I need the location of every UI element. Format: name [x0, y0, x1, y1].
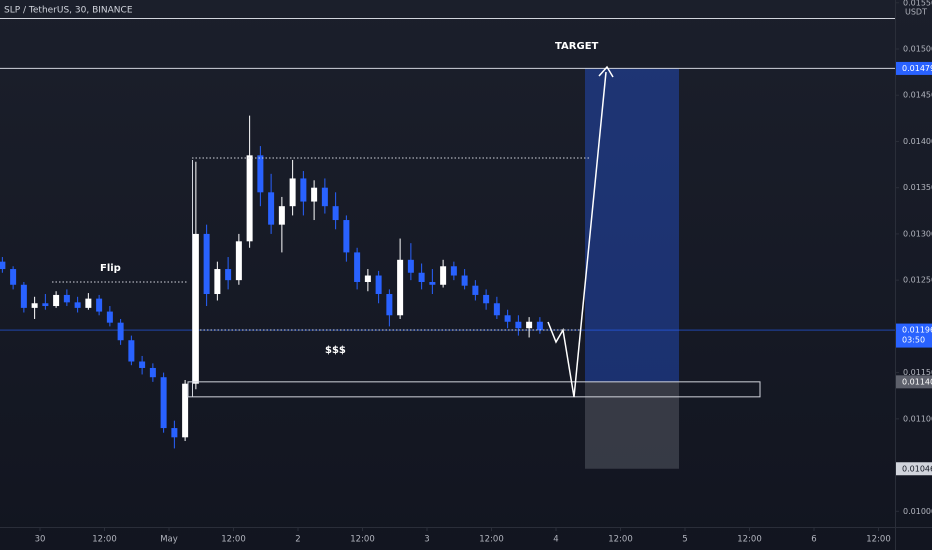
- candle-body: [289, 178, 296, 207]
- x-tick-label: 12:00: [866, 535, 891, 545]
- y-tick-label: 0.01000: [903, 507, 932, 516]
- x-tick-label: 12:00: [608, 535, 633, 545]
- candle-body: [42, 303, 49, 307]
- candle-body: [397, 259, 404, 316]
- candle-body: [483, 294, 490, 304]
- stop-zone: [585, 381, 679, 469]
- x-tick-label: 12:00: [92, 535, 117, 545]
- price-label: 0.01140: [902, 377, 932, 386]
- price-label: 0.01046: [902, 464, 932, 473]
- candle-body: [386, 294, 393, 316]
- candle-body: [450, 266, 457, 276]
- price-label-bg: [896, 375, 932, 389]
- countdown: 03:50: [902, 336, 925, 345]
- candle-body: [128, 340, 135, 362]
- candle-body: [332, 206, 339, 221]
- candle-body: [182, 383, 189, 438]
- candle-body: [364, 275, 371, 282]
- projection-path: [547, 71, 607, 398]
- candle-body: [0, 261, 6, 270]
- candle-body: [106, 311, 113, 323]
- candle-body: [235, 241, 242, 281]
- price-label: 0.01479: [902, 64, 932, 73]
- price-label-bg: [896, 61, 932, 75]
- candle-body: [225, 269, 232, 281]
- candle-body: [74, 302, 81, 308]
- x-tick-label: 4: [553, 535, 558, 545]
- candle-body: [85, 298, 92, 308]
- x-tick-label: 12:00: [350, 535, 375, 545]
- candle-body: [10, 269, 17, 285]
- annotation: TARGET: [555, 41, 599, 52]
- candle-body: [375, 275, 382, 295]
- candle-body: [63, 294, 70, 303]
- annotation: $$$: [325, 345, 346, 356]
- candle-body: [354, 252, 361, 282]
- demand-box: [187, 381, 761, 398]
- candle-body: [203, 233, 210, 295]
- price-label-bg: [896, 323, 932, 348]
- candle-body: [418, 272, 425, 282]
- candle-body: [440, 266, 447, 285]
- candle-body: [257, 155, 264, 193]
- x-tick-label: 2: [295, 535, 300, 545]
- candle-body: [407, 259, 414, 273]
- candle-body: [53, 294, 60, 307]
- candle-body: [493, 303, 500, 316]
- x-tick-label: 5: [682, 535, 687, 545]
- x-tick-label: 3: [424, 535, 429, 545]
- price-label: 0.01196: [902, 326, 932, 335]
- candle-body: [214, 269, 221, 295]
- candle-body: [171, 428, 178, 438]
- candle-body: [278, 206, 285, 225]
- candle-body: [504, 315, 511, 322]
- candle-body: [160, 377, 167, 429]
- candle-body: [20, 284, 27, 308]
- target-zone: [585, 68, 679, 382]
- candle-body: [268, 192, 275, 225]
- annotation: Flip: [100, 263, 121, 274]
- x-tick-label: May: [160, 535, 178, 545]
- candle-body: [117, 322, 124, 341]
- candle-body: [311, 187, 318, 202]
- candle-body: [526, 321, 533, 329]
- price-label-bg: [896, 462, 932, 476]
- arrow-head: [598, 65, 614, 78]
- candle-body: [461, 275, 468, 286]
- candle-body: [31, 303, 38, 308]
- x-tick-label: 6: [811, 535, 816, 545]
- candle-body: [515, 321, 522, 329]
- candle-body: [246, 155, 253, 242]
- candle-body: [139, 361, 146, 368]
- candle-body: [429, 281, 436, 285]
- candle-body: [472, 285, 479, 295]
- candle-body: [96, 298, 103, 312]
- candle-body: [536, 321, 543, 331]
- candle-body: [343, 220, 350, 253]
- x-tick-label: 30: [35, 535, 46, 545]
- chart-title: SLP / TetherUS, 30, BINANCE: [4, 6, 133, 16]
- currency: USDT: [905, 8, 927, 17]
- candle-body: [149, 367, 156, 378]
- x-tick-label: 12:00: [221, 535, 246, 545]
- candle-body: [300, 178, 307, 202]
- candle-body: [321, 187, 328, 207]
- candle-body: [192, 233, 199, 384]
- x-tick-label: 12:00: [479, 535, 504, 545]
- x-tick-label: 12:00: [737, 535, 762, 545]
